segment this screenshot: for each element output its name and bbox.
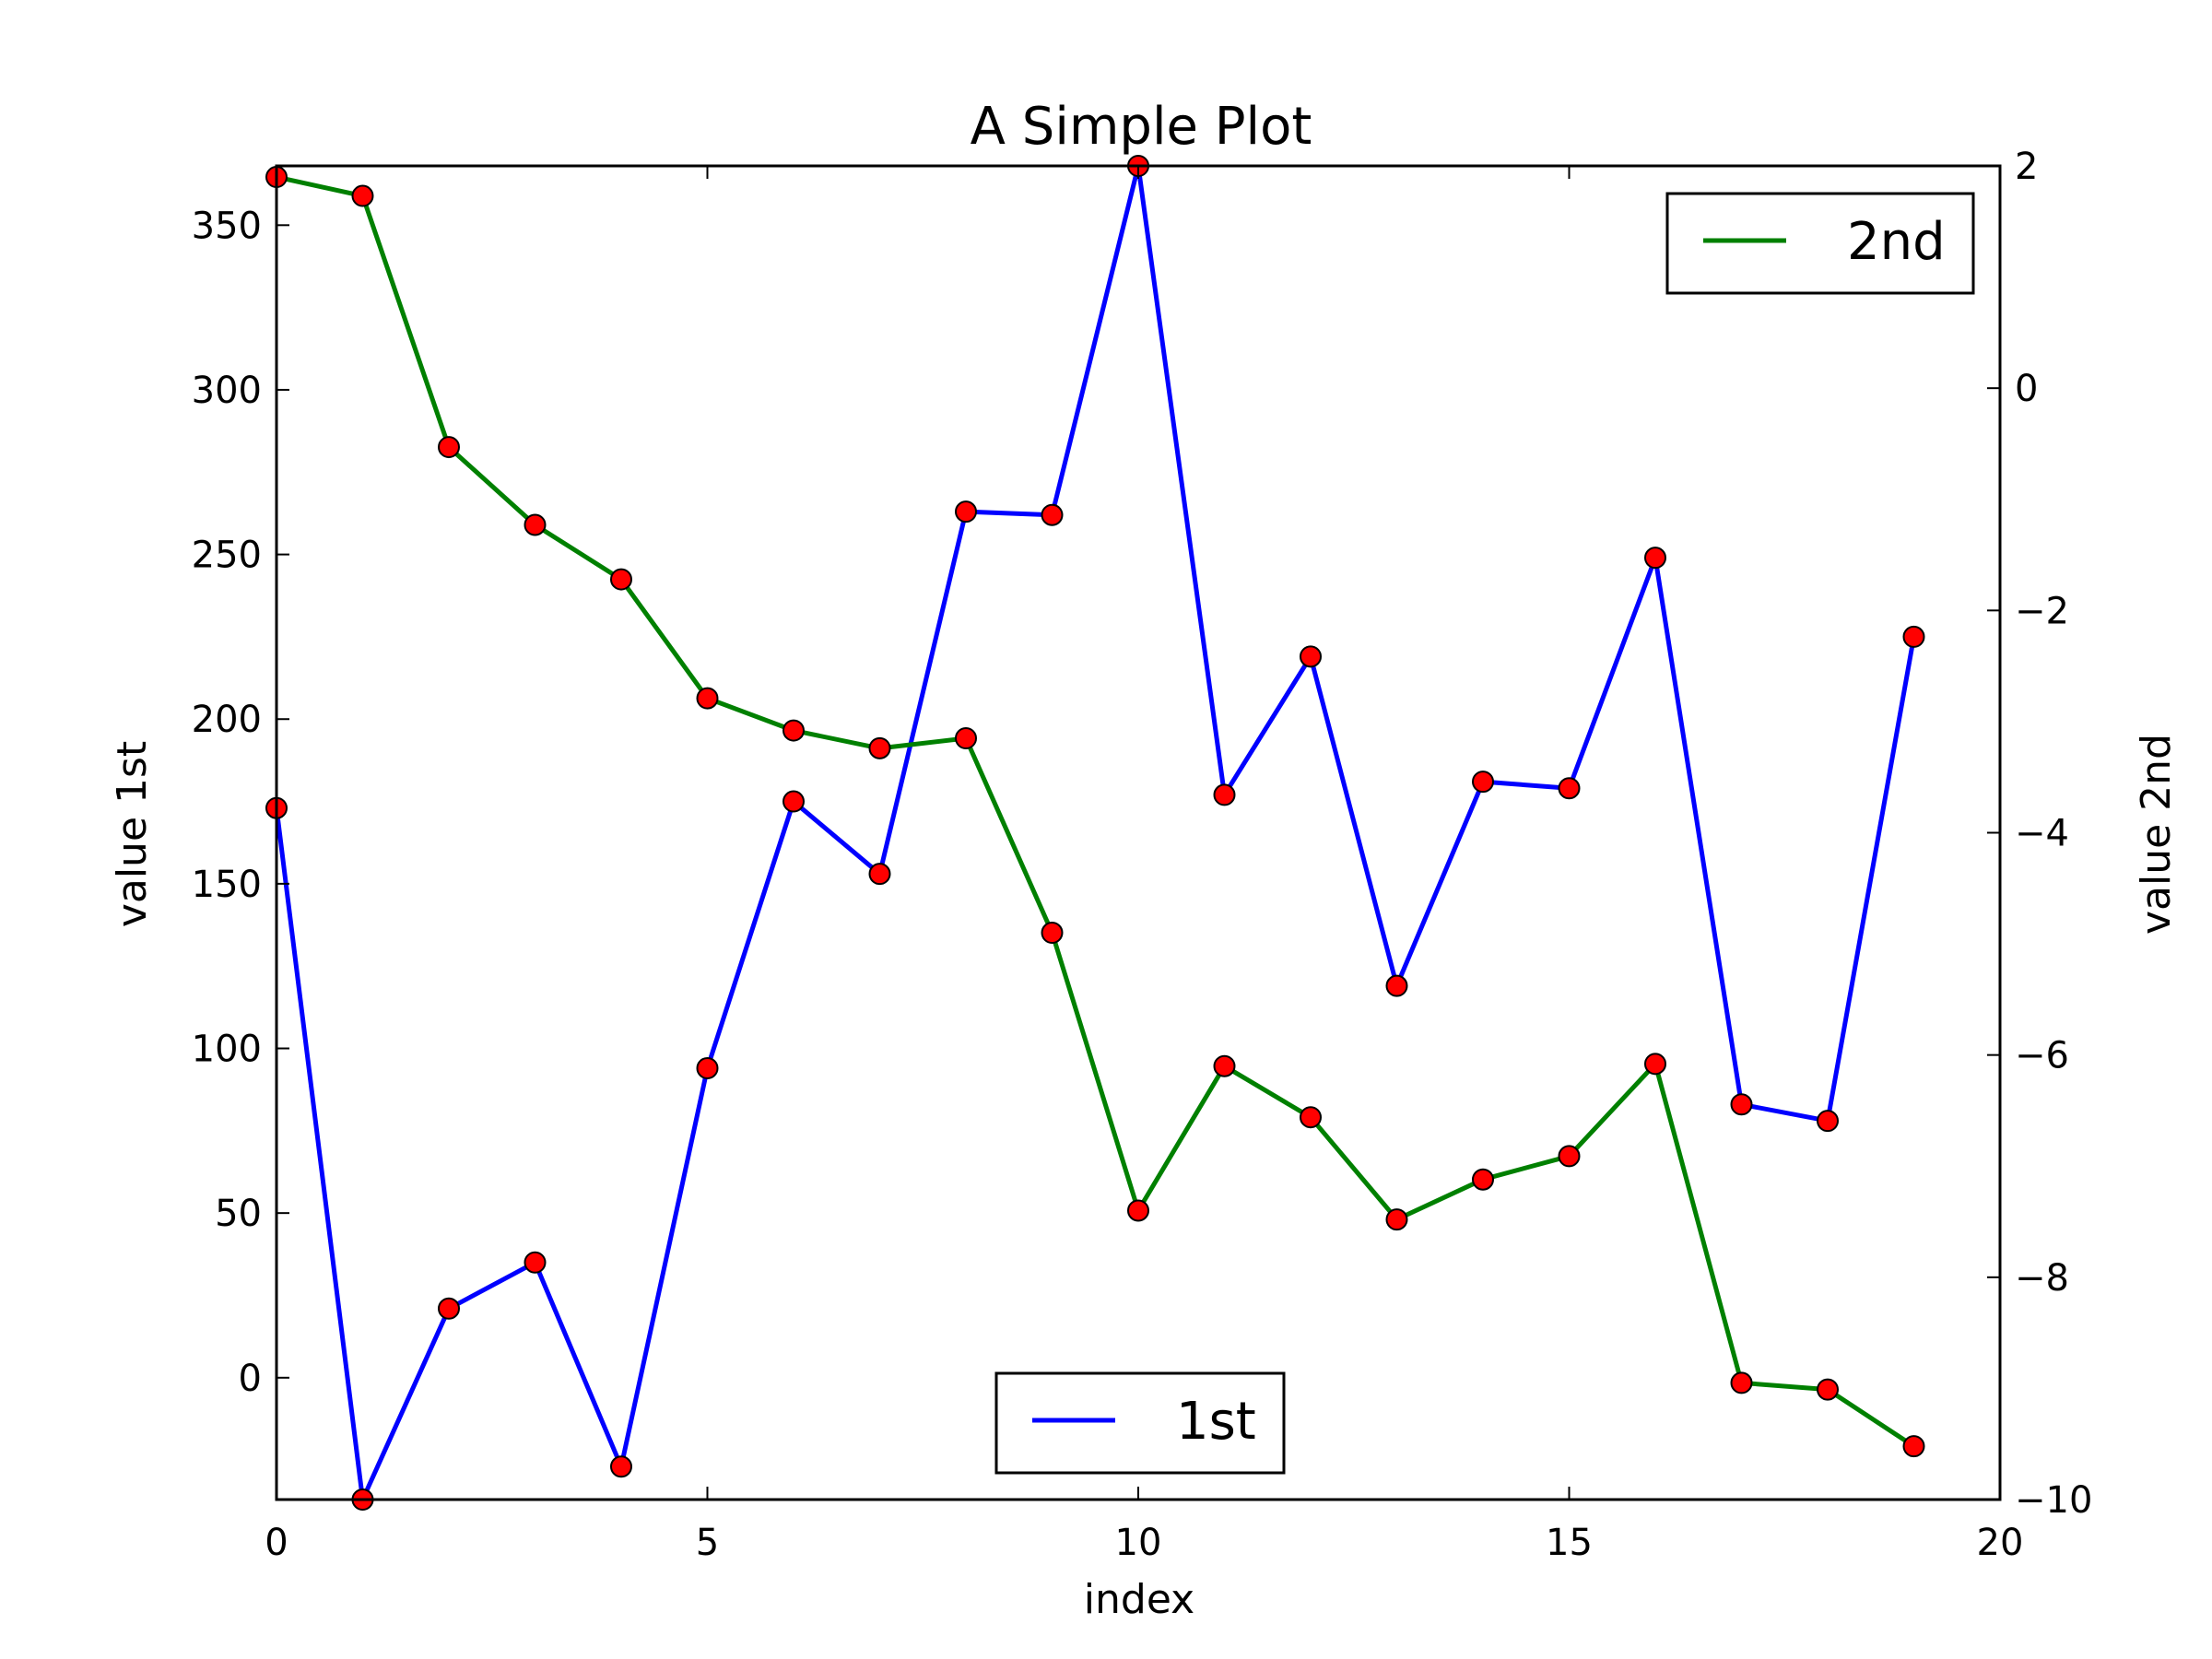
y-right-tick-label: −4 — [2015, 813, 2069, 855]
y-left-tick-label: 50 — [215, 1193, 262, 1235]
series-1st-point — [1817, 1110, 1839, 1133]
series-2nd-point — [1213, 1054, 1236, 1077]
y-left-tick-label: 250 — [192, 535, 262, 577]
series-2nd-point — [782, 719, 805, 742]
y-left-tick-label: 150 — [192, 864, 262, 906]
series-1st-point — [1300, 645, 1322, 668]
y-axis-right: 2 0 −2 −4 −6 −8 −10 — [1987, 146, 2092, 1522]
series-1st-point — [696, 1056, 719, 1079]
series-1st-point — [955, 500, 977, 524]
series-2nd-point — [1558, 1145, 1581, 1168]
series-1st-line — [276, 166, 1916, 1500]
x-axis-label: index — [1084, 1576, 1194, 1623]
x-tick-label: 5 — [696, 1522, 719, 1564]
y-right-tick-label: −6 — [2015, 1035, 2069, 1077]
series-1st-point — [1385, 974, 1408, 997]
series-2nd-point — [1127, 1199, 1149, 1222]
y-left-tick-label: 0 — [239, 1358, 262, 1400]
y-right-tick-label: 0 — [2015, 368, 2038, 410]
legend-1st-label: 1st — [1176, 1392, 1256, 1452]
y-left-tick-label: 300 — [192, 370, 262, 412]
series-2nd-point — [696, 687, 719, 710]
series-2nd-point — [1041, 922, 1064, 945]
y-left-tick-label: 350 — [192, 205, 262, 247]
legend-1st-box — [994, 1371, 1286, 1475]
series-2nd-point — [1385, 1208, 1408, 1231]
series-1st-point — [438, 1297, 460, 1320]
y-right-tick-label: 2 — [2015, 146, 2038, 188]
series-2nd-point — [1472, 1168, 1494, 1191]
series-2nd-point — [955, 727, 977, 750]
series-1st-point — [868, 863, 891, 886]
series-2nd-point — [1817, 1378, 1839, 1401]
series-2nd-point — [438, 436, 460, 459]
series-2nd-point — [1300, 1106, 1322, 1129]
legend-2nd: 2nd — [1665, 192, 1975, 295]
x-axis: 0 5 10 15 20 — [265, 166, 2023, 1564]
x-tick-label: 15 — [1546, 1522, 1593, 1564]
series-2nd-point — [1644, 1053, 1666, 1076]
y-right-tick-label: −2 — [2015, 590, 2069, 632]
y-left-tick-label: 200 — [192, 699, 262, 741]
series-1st-point — [1558, 777, 1581, 800]
legend-2nd-box — [1665, 192, 1975, 295]
chart-title: A Simple Plot — [971, 97, 1312, 157]
series-2nd-point — [868, 736, 891, 759]
series-1st-point — [1472, 771, 1494, 794]
series-2nd-line — [276, 174, 1915, 1449]
y-axis-left: 0 50 100 150 200 250 300 350 — [192, 205, 289, 1400]
x-tick-label: 0 — [265, 1522, 288, 1564]
series-2nd-point — [1902, 1435, 1925, 1458]
y-right-tick-label: −10 — [2015, 1479, 2092, 1522]
series-2nd-point — [610, 568, 632, 591]
series-1st-point — [524, 1251, 547, 1274]
series-2nd-point — [1730, 1371, 1753, 1394]
series-1st-point — [1730, 1093, 1753, 1116]
x-tick-label: 10 — [1115, 1522, 1162, 1564]
series-1st-point — [1644, 547, 1666, 570]
y-axis-left-label: value 1st — [109, 741, 156, 927]
series-1st-point — [782, 790, 805, 813]
series-1st-point — [1902, 625, 1925, 648]
x-tick-label: 20 — [1977, 1522, 2024, 1564]
y-right-tick-label: −8 — [2015, 1257, 2069, 1300]
series-1st-point — [1041, 503, 1064, 526]
y-axis-right-label: value 2nd — [2133, 734, 2180, 935]
plot-markers — [265, 155, 1925, 1511]
series-2nd-point — [351, 184, 374, 207]
y-left-tick-label: 100 — [192, 1029, 262, 1071]
legend-2nd-label: 2nd — [1847, 212, 1946, 272]
legend-1st: 1st — [994, 1371, 1286, 1475]
series-1st-point — [1213, 783, 1236, 806]
plot-lines — [276, 166, 1916, 1500]
series-2nd-point — [524, 513, 547, 536]
series-1st-point — [610, 1455, 632, 1478]
